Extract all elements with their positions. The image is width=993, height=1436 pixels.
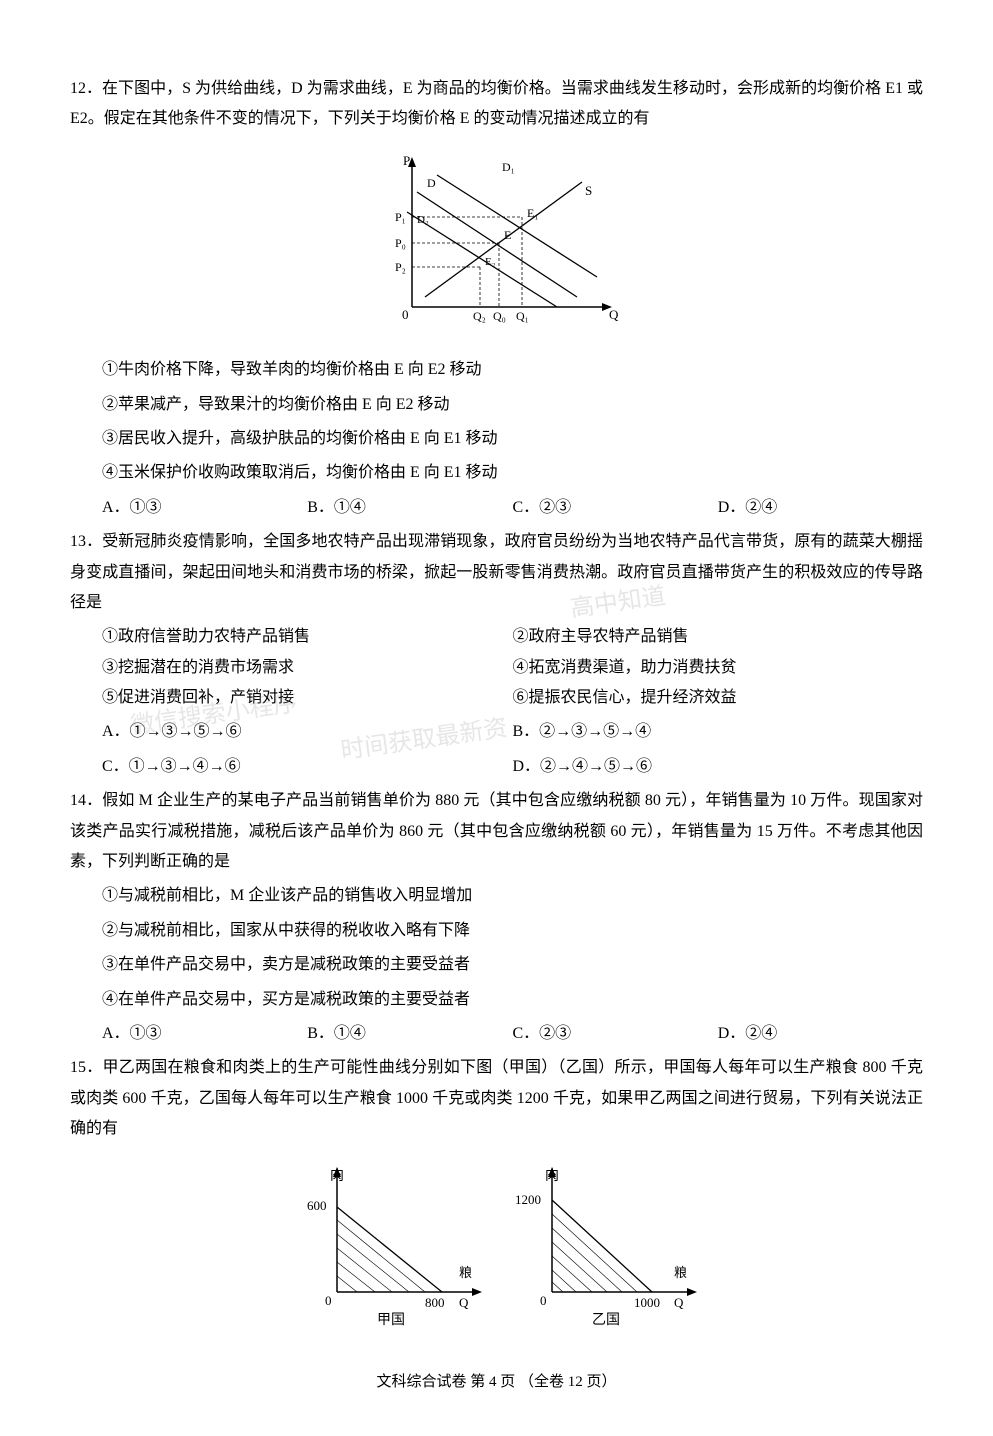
d-label: D (427, 176, 436, 190)
q13-opt-a[interactable]: A．①→③→⑤→⑥ (102, 717, 513, 747)
p1-label: P₁ (395, 210, 406, 224)
q13-opt-d[interactable]: D．②→④→⑤→⑥ (513, 752, 924, 782)
q12-stem: 12．在下图中，S 为供给曲线，D 为需求曲线，E 为商品的均衡价格。当需求曲线… (70, 74, 923, 135)
chartA-xmax: 800 (425, 1295, 445, 1310)
q14-s4: ④在单件产品交易中，买方是减税政策的主要受益者 (70, 985, 923, 1015)
q14-s1: ①与减税前相比，M 企业该产品的销售收入明显增加 (70, 881, 923, 911)
chartB-zero: 0 (540, 1293, 547, 1308)
q13-s6: ⑥提振农民信心，提升经济效益 (513, 683, 924, 713)
q14-opt-a[interactable]: A．①③ (102, 1019, 307, 1049)
chartA-ylab: 肉 (330, 1168, 344, 1184)
chartB-xmax: 1000 (634, 1295, 660, 1310)
page-footer: 文科综合试卷 第 4 页 （全卷 12 页） (70, 1368, 923, 1397)
chartA-ymax: 600 (307, 1198, 327, 1213)
q13-s3: ③挖掘潜在的消费市场需求 (102, 653, 513, 683)
q12-opt-b[interactable]: B．①④ (307, 493, 512, 523)
q13-stem: 13．受新冠肺炎疫情影响，全国多地农特产品出现滞销现象，政府官员纷纷为当地农特产… (70, 527, 923, 618)
q15-charts: 肉 600 0 800 粮 Q 甲国 肉 1200 0 1000 粮 Q 乙国 (70, 1157, 923, 1338)
svg-text:Q: Q (674, 1295, 684, 1310)
d2-label: D₂ (417, 214, 429, 226)
q12-opt-d[interactable]: D．②④ (718, 493, 923, 523)
q12-s3: ③居民收入提升，高级护肤品的均衡价格由 E 向 E1 移动 (70, 424, 923, 454)
q0-label: Q₀ (493, 309, 506, 323)
q14-s3: ③在单件产品交易中，卖方是减税政策的主要受益者 (70, 950, 923, 980)
e-label: E (504, 228, 511, 242)
q13-s1: ①政府信誉助力农特产品销售 (102, 622, 513, 652)
q14-s2: ②与减税前相比，国家从中获得的税收收入略有下降 (70, 916, 923, 946)
axis-p-label: P (403, 153, 410, 168)
q13-opt-c[interactable]: C．①→③→④→⑥ (102, 752, 513, 782)
d1-label: D₁ (502, 160, 515, 174)
q1-label: Q₁ (516, 309, 529, 323)
origin-label: 0 (402, 307, 409, 322)
e1-label: E₁ (527, 206, 539, 220)
q13-s4: ④拓宽消费渠道，助力消费扶贫 (513, 653, 924, 683)
q13-opt-b[interactable]: B．②→③→⑤→④ (513, 717, 924, 747)
chartB-caption: 乙国 (592, 1312, 620, 1327)
q14-stem: 14．假如 M 企业生产的某电子产品当前销售单价为 880 元（其中包含应缴纳税… (70, 786, 923, 877)
q12-s2: ②苹果减产，导致果汁的均衡价格由 E 向 E2 移动 (70, 390, 923, 420)
q15-stem: 15．甲乙两国在粮食和肉类上的生产可能性曲线分别如下图（甲国）（乙国）所示，甲国… (70, 1053, 923, 1144)
chartB-ymax: 1200 (515, 1192, 541, 1207)
q12-s1: ①牛肉价格下降，导致羊肉的均衡价格由 E 向 E2 移动 (70, 355, 923, 385)
p2-label: P₂ (395, 260, 406, 274)
q13-s5: ⑤促进消费回补，产销对接 (102, 683, 513, 713)
q2-label: Q₂ (473, 309, 486, 323)
q14-opt-d[interactable]: D．②④ (718, 1019, 923, 1049)
q14-opt-b[interactable]: B．①④ (307, 1019, 512, 1049)
e2-label: E₂ (485, 256, 496, 268)
chartB-ylab: 肉 (545, 1168, 559, 1184)
p0-label: P₀ (395, 236, 406, 250)
axis-q-label: Q (609, 307, 619, 322)
q13-s2: ②政府主导农特产品销售 (513, 622, 924, 652)
q12-s4: ④玉米保护价收购政策取消后，均衡价格由 E 向 E1 移动 (70, 458, 923, 488)
chartA-caption: 甲国 (377, 1313, 405, 1327)
svg-text:粮: 粮 (674, 1265, 687, 1280)
q12-opt-a[interactable]: A．①③ (102, 493, 307, 523)
svg-text:粮: 粮 (459, 1265, 472, 1280)
svg-text:Q: Q (459, 1295, 469, 1310)
q12-opt-c[interactable]: C．②③ (513, 493, 718, 523)
s-label: S (585, 183, 592, 198)
chartA-zero: 0 (325, 1293, 332, 1308)
q14-opt-c[interactable]: C．②③ (513, 1019, 718, 1049)
q12-chart: P Q 0 S D D₁ D₂ P₁ P₀ P₂ Q₂ Q₀ Q₁ E E₁ E… (70, 147, 923, 343)
